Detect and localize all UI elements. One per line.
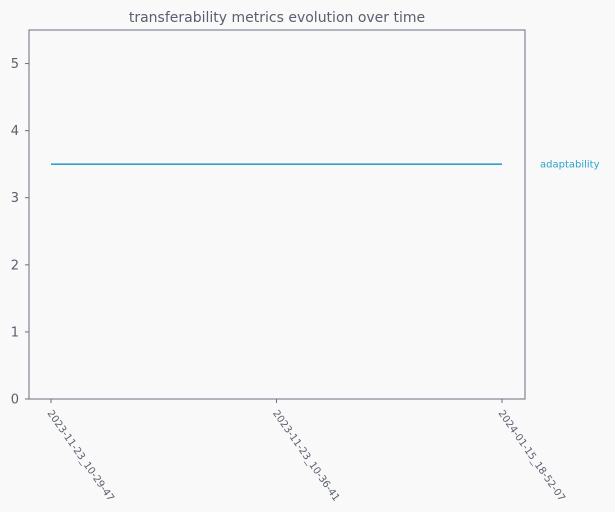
series-layer: adaptability xyxy=(51,160,600,171)
y-tick-label: 4 xyxy=(11,124,19,139)
y-axis: 0 1 2 3 4 5 xyxy=(11,57,29,408)
y-tick-label: 0 xyxy=(11,393,19,408)
y-tick-label: 2 xyxy=(11,258,19,273)
series-label: adaptability xyxy=(540,160,600,171)
plot-area xyxy=(28,29,526,400)
y-tick-label: 1 xyxy=(11,325,19,340)
x-tick-label: 2023-11-23_10-36-41 xyxy=(270,408,341,503)
x-tick-label: 2024-01-15_18-52-07 xyxy=(496,408,567,503)
x-axis: 2023-11-23_10-29-47 2023-11-23_10-36-41 20… xyxy=(45,399,567,504)
chart-title: transferability metrics evolution over t… xyxy=(129,10,425,26)
y-tick-label: 5 xyxy=(11,57,19,72)
x-tick-label: 2023-11-23_10-29-47 xyxy=(45,408,116,503)
y-tick-label: 3 xyxy=(11,191,19,206)
